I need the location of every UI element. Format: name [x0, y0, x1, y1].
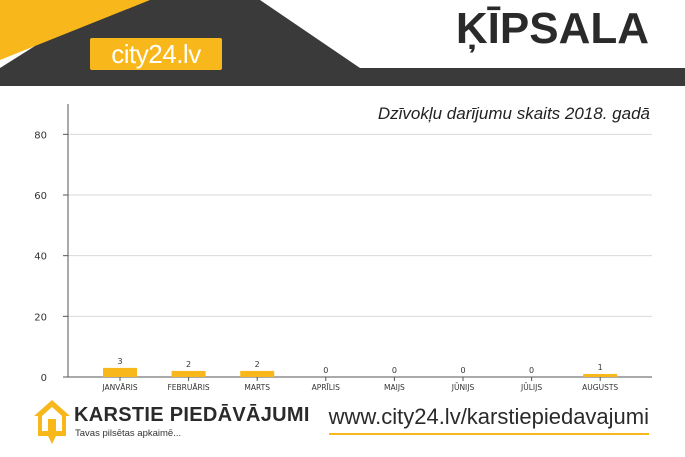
bar-2	[240, 370, 275, 377]
header-dark-band	[0, 68, 685, 86]
brand-tagline: Tavas pilsētas apkaimē...	[75, 428, 182, 439]
bar-7	[583, 373, 618, 377]
header-accent-corner	[0, 0, 150, 60]
region-title: ĶĪPSALA	[455, 4, 649, 53]
data-label: 3	[117, 357, 122, 366]
y-tick-label: 0	[41, 373, 47, 384]
x-tick-label: MARTS	[244, 383, 270, 392]
bars-layer	[103, 367, 618, 377]
data-label: 0	[529, 366, 534, 375]
y-tick-label: 40	[34, 252, 47, 263]
data-label: 2	[255, 360, 260, 369]
y-tick-label: 80	[34, 130, 47, 141]
x-tick-label: MAIJS	[384, 383, 405, 392]
data-label: 1	[598, 363, 603, 372]
bar-chart: 0 20 40 60 80 3 JANVĀRIS 2 FEBRUĀRIS 2 MARTS 0 APRĪL…	[34, 104, 652, 392]
x-tick-label: FEBRUĀRIS	[167, 383, 209, 392]
bar-0	[103, 367, 137, 377]
chart-title: Dzīvokļu darījumu skaits 2018. gadā	[377, 104, 650, 123]
bar-1	[171, 370, 206, 377]
data-label: 2	[186, 360, 191, 369]
data-label: 0	[323, 366, 328, 375]
x-tick-label: JŪNIJS	[451, 383, 475, 392]
house-location-icon	[34, 400, 70, 444]
x-tick-label: JŪLIJS	[520, 383, 542, 392]
header-banner: city24.lv ĶĪPSALA	[0, 0, 685, 86]
x-tick-label: AUGUSTS	[582, 383, 618, 392]
data-label: 0	[460, 366, 465, 375]
footer-url-link[interactable]: www.city24.lv/karstiepiedavajumi	[328, 404, 649, 435]
brand-name: KARSTIE PIEDĀVĀJUMI	[74, 404, 310, 426]
data-label: 0	[392, 366, 397, 375]
logo-text: city24.lv	[111, 39, 201, 69]
x-tick-label: APRĪLIS	[312, 383, 340, 392]
karstie-brand[interactable]: KARSTIE PIEDĀVĀJUMI Tavas pilsētas apkai…	[32, 398, 309, 448]
x-tick-label: JANVĀRIS	[101, 383, 138, 392]
y-tick-label: 60	[34, 191, 47, 202]
y-tick-label: 20	[34, 312, 47, 323]
city24-logo[interactable]: city24.lv	[90, 38, 222, 70]
labels-layer: 0 20 40 60 80 3 JANVĀRIS 2 FEBRUĀRIS 2 MARTS 0 APRĪL…	[34, 130, 618, 392]
grid-layer	[63, 104, 652, 381]
